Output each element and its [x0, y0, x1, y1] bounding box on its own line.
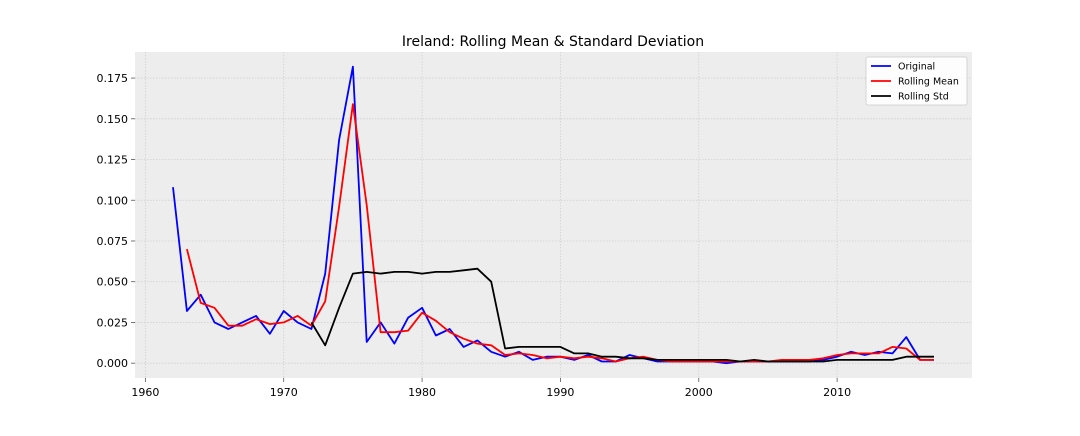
x-tick-label: 1970 — [270, 386, 298, 399]
plot-background — [135, 52, 972, 378]
chart-title: Ireland: Rolling Mean & Standard Deviati… — [402, 34, 704, 50]
y-tick-label: 0.050 — [97, 276, 129, 289]
series-line-rolling-std — [310, 267, 934, 363]
legend-box — [865, 56, 968, 106]
series-line-rolling-mean — [186, 103, 934, 363]
x-axis-ticks: 1960 1970 1980 1990 2000 2010 — [131, 378, 851, 399]
legend: Original Rolling Mean Rolling Std — [865, 56, 968, 106]
y-tick-label: 0.175 — [97, 72, 129, 85]
y-tick-label: 0.075 — [97, 235, 129, 248]
x-tick-label: 2010 — [823, 386, 851, 399]
y-axis-ticks: 0.000 0.025 0.050 0.075 0.100 0.125 0.150 0.175 — [97, 72, 135, 370]
x-tick-label: 1960 — [131, 386, 159, 399]
legend-label-original: Original — [898, 62, 935, 73]
y-tick-label: 0.000 — [97, 357, 129, 370]
x-tick-label: 1990 — [546, 386, 574, 399]
x-tick-label: 1980 — [408, 386, 436, 399]
series-lines — [172, 65, 934, 365]
grid-lines — [135, 52, 972, 378]
x-tick-label: 2000 — [685, 386, 713, 399]
y-tick-label: 0.150 — [97, 113, 129, 126]
y-tick-label: 0.125 — [97, 154, 129, 167]
legend-label-rolling-std: Rolling Std — [898, 92, 949, 103]
legend-label-rolling-mean: Rolling Mean — [898, 77, 959, 88]
y-tick-label: 0.025 — [97, 316, 129, 329]
y-tick-label: 0.100 — [97, 194, 129, 207]
